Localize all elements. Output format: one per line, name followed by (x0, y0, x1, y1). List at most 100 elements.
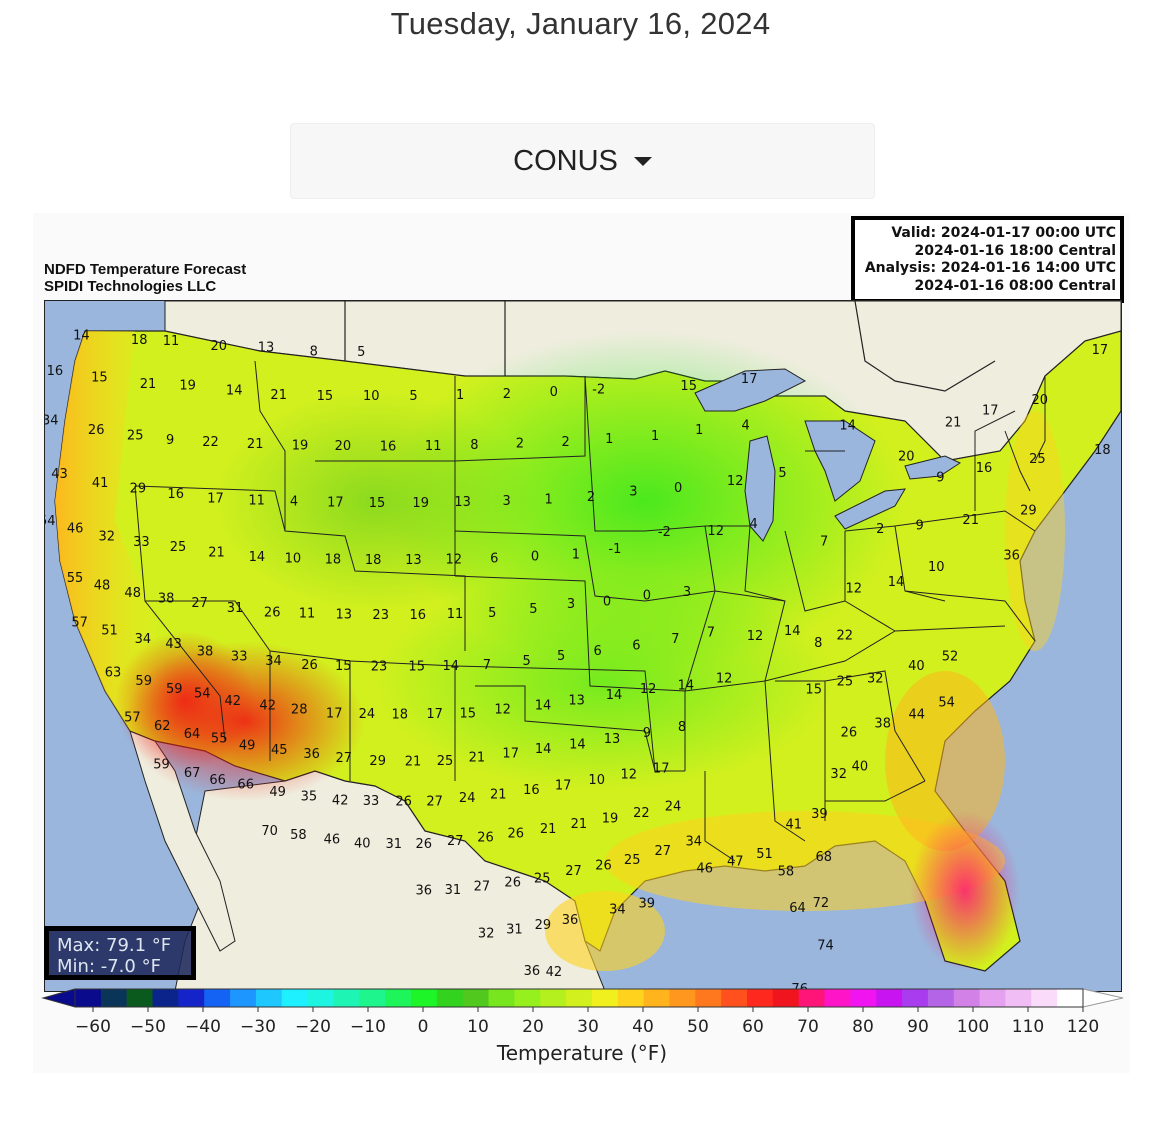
temperature-label: 33 (363, 794, 380, 809)
temperature-label: 3 (683, 585, 691, 600)
temperature-label: 12 (640, 682, 657, 697)
temperature-colorbar: −60 −50 −40 −30 −20 −10 0 10 20 30 40 50 60 70 80 90 100… (41, 988, 1124, 1065)
temperature-label: 23 (371, 659, 388, 674)
west-coast-warm-band (55, 331, 175, 731)
temperature-label: 29 (1020, 504, 1037, 519)
temperature-label: 10 (588, 773, 605, 788)
temperature-label: 25 (170, 540, 187, 555)
temperature-label: 17 (982, 404, 999, 419)
temperature-label: 38 (874, 717, 891, 732)
min-temp-label: Min: -7.0 °F (57, 956, 161, 977)
temperature-label: 17 (207, 492, 224, 507)
temperature-label: 15 (805, 683, 822, 698)
temperature-label: 21 (540, 822, 557, 837)
colorbar-segment (772, 989, 800, 1007)
temperature-label: 38 (158, 591, 175, 606)
colorbar-segment (1031, 989, 1058, 1007)
temperature-label: 54 (45, 514, 55, 529)
temperature-label: -2 (658, 525, 671, 540)
temperature-label: 21 (469, 751, 486, 766)
temperature-label: 11 (425, 439, 442, 454)
state-boundaries (134, 360, 1046, 862)
colorbar-segment (566, 989, 593, 1007)
temperature-label: 24 (665, 800, 682, 815)
colorbar-segment (591, 989, 619, 1007)
temperature-label: 8 (470, 438, 478, 453)
temperature-label: 21 (270, 388, 287, 403)
temperature-label: 42 (225, 694, 242, 709)
temperature-label: 12 (494, 703, 511, 718)
temperature-label: 0 (531, 550, 539, 565)
temperature-label: 12 (716, 672, 733, 687)
temperature-label: 12 (747, 629, 764, 644)
temperature-label: 46 (696, 862, 713, 877)
valid-line-4: 2024-01-16 08:00 Central (914, 277, 1116, 294)
colorbar-tick-label: −50 (130, 1017, 166, 1037)
temperature-label: 12 (446, 552, 463, 567)
temperature-label: 26 (508, 826, 525, 841)
temperature-label: 26 (841, 726, 858, 741)
colorbar-segment (617, 989, 645, 1007)
colorbar-segment (927, 989, 955, 1007)
temperature-label: 68 (816, 850, 833, 865)
temperature-label: 14 (678, 679, 695, 694)
temperature-label: 41 (92, 476, 109, 491)
temperature-label: 10 (363, 389, 380, 404)
map-title: NDFD Temperature Forecast SPIDI Technolo… (44, 261, 246, 295)
temperature-label: 1 (651, 429, 659, 444)
southeast-warm-zone (885, 671, 1005, 851)
colorbar-segment (178, 989, 205, 1007)
temperature-label: 8 (310, 345, 318, 360)
colorbar-min-extend (41, 988, 76, 1008)
temperature-label: 11 (299, 607, 316, 622)
colorbar-segments (41, 988, 1124, 1008)
temperature-label: 55 (211, 731, 228, 746)
temperature-label: 38 (197, 645, 214, 660)
temperature-label: 14 (226, 384, 243, 399)
temperature-label: 31 (386, 837, 403, 852)
temperature-label: 17 (1092, 343, 1109, 358)
temperature-label: 14 (535, 742, 552, 757)
temperature-label: 57 (71, 616, 88, 631)
colorbar-segment (385, 989, 412, 1007)
temperature-label: 21 (140, 377, 157, 392)
temperature-label: 27 (191, 596, 208, 611)
temperature-label: 1 (545, 492, 553, 507)
temperature-label: 2 (876, 522, 884, 537)
plains-green-zone (375, 571, 835, 791)
temperature-label: 48 (94, 578, 111, 593)
temperature-label: 20 (1032, 393, 1049, 408)
canada-border (344, 301, 996, 392)
colorbar-tick-label: 10 (467, 1017, 489, 1037)
temperature-label: 29 (130, 482, 147, 497)
colorbar-segment (126, 989, 154, 1007)
temperature-label: -2 (592, 383, 605, 398)
temperature-label: 13 (336, 608, 353, 623)
temperature-label: 24 (459, 791, 476, 806)
temperature-label: 1 (456, 388, 464, 403)
colorbar-segment (979, 989, 1006, 1007)
temperature-label: 44 (909, 707, 926, 722)
temperature-label: 22 (837, 628, 854, 643)
colorbar-segment (540, 989, 567, 1007)
temperature-label: 13 (405, 553, 422, 568)
colorbar-segment (514, 989, 541, 1007)
colorbar-segment (695, 989, 722, 1007)
temperature-label: 15 (317, 389, 334, 404)
temperature-label: 7 (820, 535, 828, 550)
temperature-label: 14 (569, 737, 586, 752)
temperature-label: 54 (938, 695, 955, 710)
temperature-label: 11 (447, 607, 464, 622)
temperature-label: 35 (301, 790, 318, 805)
colorbar-segment (307, 989, 334, 1007)
temperature-label: 32 (478, 926, 495, 941)
max-min-box: Max: 79.1 °F Min: -7.0 °F (44, 926, 196, 980)
colorbar-tick-label: 30 (577, 1017, 599, 1037)
region-dropdown[interactable]: CONUS (290, 123, 875, 199)
temperature-label: 18 (1094, 443, 1111, 458)
colorbar-segment (876, 989, 903, 1007)
temperature-label: 14 (73, 328, 90, 343)
temperature-label: 43 (51, 467, 68, 482)
temperature-label: 59 (135, 674, 152, 689)
temperature-label: 8 (814, 636, 822, 651)
